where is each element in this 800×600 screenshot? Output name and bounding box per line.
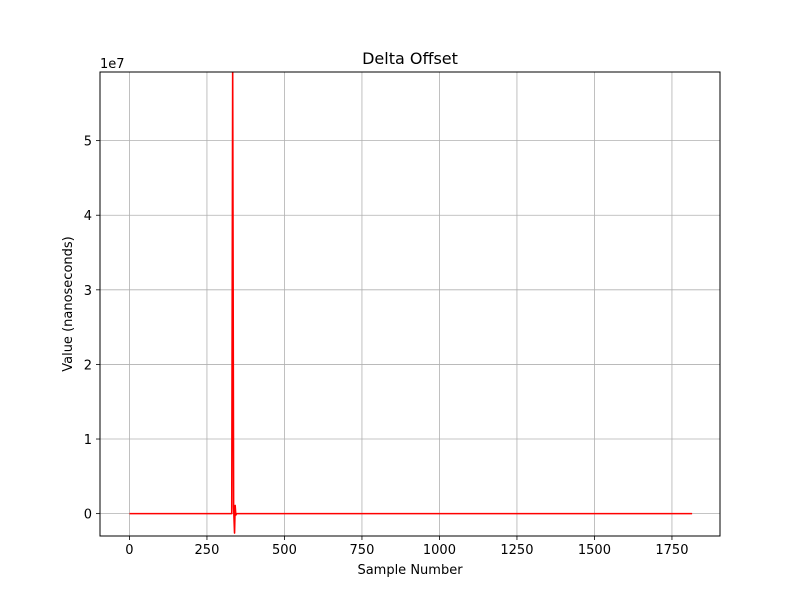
- series-line: [129, 72, 693, 534]
- chart-title: Delta Offset: [362, 49, 458, 68]
- y-tick-label: 4: [84, 209, 92, 224]
- y-tick-label: 5: [84, 135, 92, 150]
- x-axis-label: Sample Number: [357, 563, 463, 578]
- x-tick-label: 750: [350, 543, 375, 558]
- y-axis-label: Value (nanoseconds): [61, 236, 76, 372]
- y-tick-label: 3: [84, 284, 92, 299]
- y-offset-label: 1e7: [100, 57, 125, 72]
- x-tick-label: 500: [272, 543, 297, 558]
- y-tick-label: 1: [84, 433, 92, 448]
- x-tick-label: 1750: [655, 543, 688, 558]
- y-tick-label: 2: [84, 358, 92, 373]
- x-tick-label: 0: [125, 543, 133, 558]
- x-tick-label: 1000: [423, 543, 456, 558]
- y-tick-label: 0: [84, 508, 92, 523]
- x-tick-label: 1500: [578, 543, 611, 558]
- grid: [100, 72, 720, 536]
- x-tick-label: 1250: [500, 543, 533, 558]
- axis-ticks: 0 250 500 750 1000 1250 1500 1750 0 1 2 3 4 5: [84, 135, 689, 558]
- plot-frame: [99, 71, 721, 537]
- series-layer: [129, 72, 693, 534]
- x-tick-label: 250: [195, 543, 220, 558]
